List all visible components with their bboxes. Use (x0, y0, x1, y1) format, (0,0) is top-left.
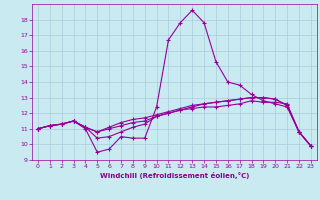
X-axis label: Windchill (Refroidissement éolien,°C): Windchill (Refroidissement éolien,°C) (100, 172, 249, 179)
